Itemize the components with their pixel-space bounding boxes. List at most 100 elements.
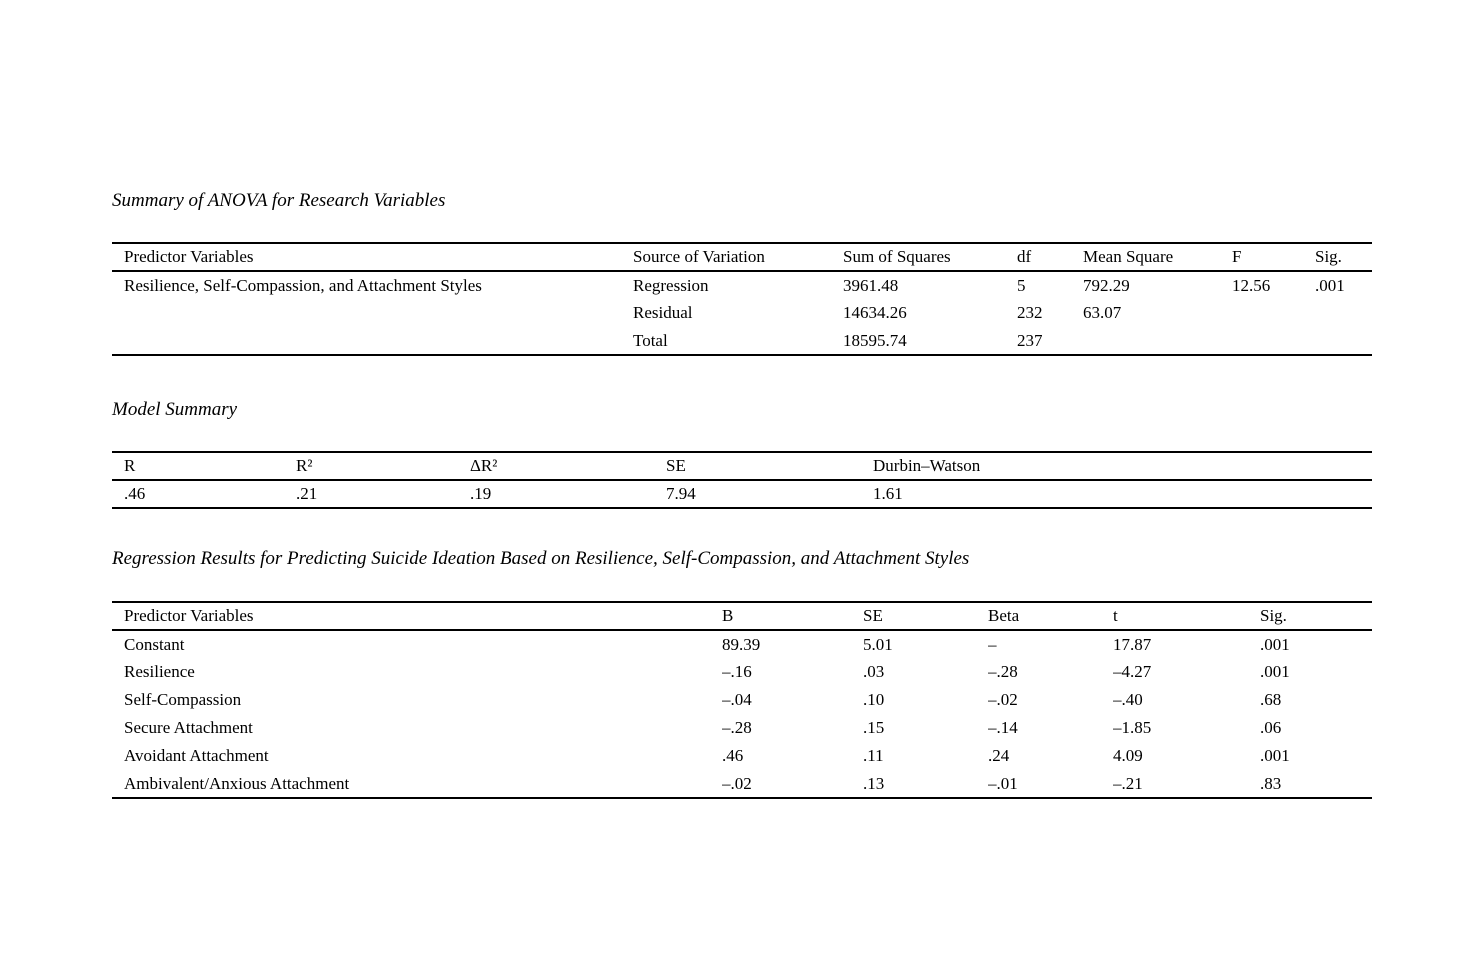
table-cell: .001 [1260,662,1290,681]
column-header: Predictor Variables [124,247,254,266]
regression-header-row: Predictor Variables B SE Beta t Sig. [112,602,1372,630]
table-row: Ambivalent/Anxious Attachment –.02 .13 –… [112,770,1372,798]
table-cell: 792.29 [1083,275,1130,295]
table-cell: .68 [1260,690,1282,709]
table-cell: – [988,634,997,654]
table-cell: .24 [988,746,1010,765]
table-cell: 12.56 [1232,275,1271,295]
column-header: Source of Variation [633,247,765,266]
table-cell: Regression [633,275,709,295]
table-cell: 5 [1017,275,1026,295]
table-cell: 4.09 [1113,746,1143,765]
column-header: Durbin–Watson [873,456,981,475]
table-cell: Secure Attachment [124,718,253,737]
column-header: Sum of Squares [843,247,951,266]
regression-table: Predictor Variables B SE Beta t Sig. Con… [112,601,1372,799]
table-cell: .11 [863,746,884,765]
table-cell: –.40 [1113,690,1143,709]
table-cell: –.14 [988,718,1018,737]
table-cell: .46 [722,746,744,765]
table-cell: 17.87 [1113,634,1152,654]
table-cell: 3961.48 [843,275,899,295]
table-cell: .15 [863,718,885,737]
table-cell: –.02 [988,690,1018,709]
column-header: SE [863,606,883,625]
column-header: F [1232,247,1242,266]
column-header: SE [666,456,686,475]
table-row: Secure Attachment –.28 .15 –.14 –1.85 .0… [112,714,1372,742]
table-cell: Ambivalent/Anxious Attachment [124,773,350,793]
table-cell: Constant [124,634,185,654]
table-cell: –.16 [722,662,752,681]
table-cell [1315,327,1372,355]
table-cell: 89.39 [722,634,761,654]
table-cell: –.02 [722,773,752,793]
model-summary-table: R R² ΔR² SE Durbin–Watson .46 .21 .19 7.… [112,451,1372,509]
table-cell [112,299,633,327]
table-cell: –4.27 [1113,662,1152,681]
table-cell: Resilience, Self-Compassion, and Attachm… [124,275,482,295]
table-cell: –1.85 [1113,718,1152,737]
column-header: R² [296,456,313,475]
table-cell: 63.07 [1083,303,1122,322]
table-cell: –.21 [1113,773,1143,793]
table-cell [1083,327,1232,355]
anova-table: Predictor Variables Source of Variation … [112,242,1372,356]
column-header: Predictor Variables [124,606,254,625]
table-row: Self-Compassion –.04 .10 –.02 –.40 .68 [112,686,1372,714]
table-cell: –.01 [988,773,1018,793]
table-cell: Resilience [124,662,195,681]
table-cell: 5.01 [863,634,893,654]
table-cell [1232,327,1315,355]
table-cell: Residual [633,303,693,322]
table-cell: .001 [1315,275,1345,295]
table-cell: 1.61 [873,484,903,503]
table-cell [1232,299,1315,327]
column-header: Sig. [1315,247,1342,266]
table-cell: Avoidant Attachment [124,746,269,765]
table-row: Residual 14634.26 232 63.07 [112,299,1372,327]
table-cell: 237 [1017,330,1043,350]
table-row: Constant 89.39 5.01 – 17.87 .001 [112,630,1372,658]
table-cell: 14634.26 [843,303,907,322]
model-summary-title: Model Summary [112,399,238,420]
column-header: t [1113,606,1118,625]
table-cell: –.28 [988,662,1018,681]
column-header: ΔR² [470,456,498,475]
table-cell: .19 [470,484,492,503]
table-cell [1315,299,1372,327]
column-header: Mean Square [1083,247,1174,266]
regression-table-title: Regression Results for Predicting Suicid… [112,548,970,569]
table-cell: –.28 [722,718,752,737]
table-cell: .21 [296,484,318,503]
column-header: B [722,606,734,625]
table-row: Resilience –.16 .03 –.28 –4.27 .001 [112,658,1372,686]
table-cell: .10 [863,690,885,709]
table-row: .46 .21 .19 7.94 1.61 [112,480,1372,508]
anova-table-title: Summary of ANOVA for Research Variables [112,190,446,211]
table-row: Total 18595.74 237 [112,327,1372,355]
column-header: Sig. [1260,606,1287,625]
column-header: R [124,456,136,475]
table-row: Avoidant Attachment .46 .11 .24 4.09 .00… [112,742,1372,770]
table-cell: 232 [1017,303,1043,322]
model-summary-header-row: R R² ΔR² SE Durbin–Watson [112,452,1372,480]
table-cell: 7.94 [666,484,696,503]
table-cell: 18595.74 [843,330,907,350]
column-header: Beta [988,606,1020,625]
table-cell: Self-Compassion [124,690,242,709]
table-cell: Total [633,330,668,350]
table-cell: .83 [1260,773,1282,793]
table-cell: .03 [863,662,885,681]
table-cell: .001 [1260,746,1290,765]
table-cell: –.04 [722,690,752,709]
anova-header-row: Predictor Variables Source of Variation … [112,243,1372,271]
table-cell: .001 [1260,634,1290,654]
table-cell [112,327,633,355]
table-cell: .06 [1260,718,1282,737]
column-header: df [1017,247,1032,266]
table-row: Resilience, Self-Compassion, and Attachm… [112,271,1372,299]
table-cell: .13 [863,773,885,793]
table-cell: .46 [124,484,146,503]
